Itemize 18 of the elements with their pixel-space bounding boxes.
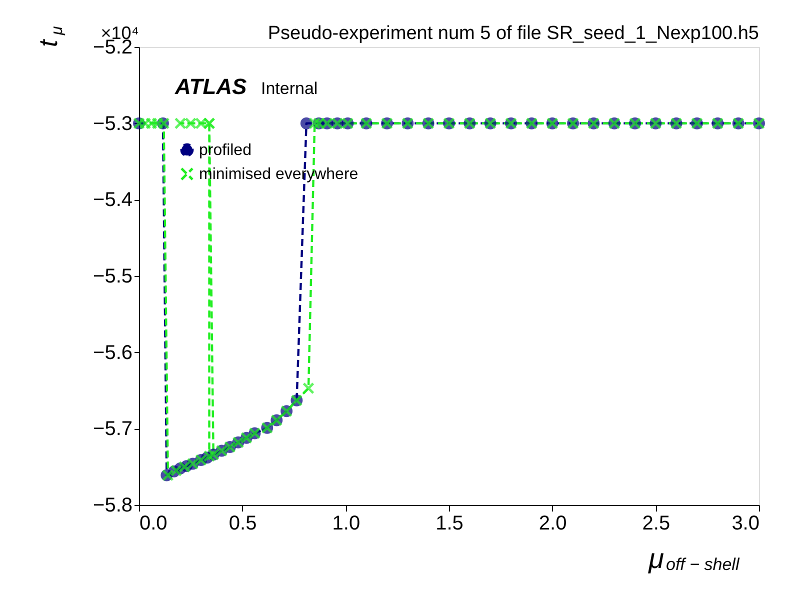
y-tick-label: −5.8 [93,494,132,516]
y-axis-title: tμ [33,26,66,47]
y-tick-label: −5.5 [93,266,132,288]
y-tick-label: −5.4 [93,189,132,212]
x-tick-label: 2.0 [538,512,567,534]
legend-label: profiled [199,142,252,159]
annotation: ATLAS Internal [174,74,318,99]
y-tick-label: −5.6 [93,342,132,364]
x-tick-label: 1.0 [332,512,360,534]
x-tick-label: 0.0 [140,512,168,534]
x-axis-title: μoff − shell [648,543,740,574]
y-tick-label: −5.3 [93,112,132,135]
x-tick-label: 2.5 [642,512,670,534]
x-tick-label: 3.0 [732,512,760,534]
x-tick-label: 1.5 [436,512,464,534]
x-tick-label: 0.5 [228,512,257,534]
y-tick-label: −5.7 [93,418,132,440]
chart-title: Pseudo-experiment num 5 of file SR_seed_1_Nexp100.h5 [268,23,759,44]
